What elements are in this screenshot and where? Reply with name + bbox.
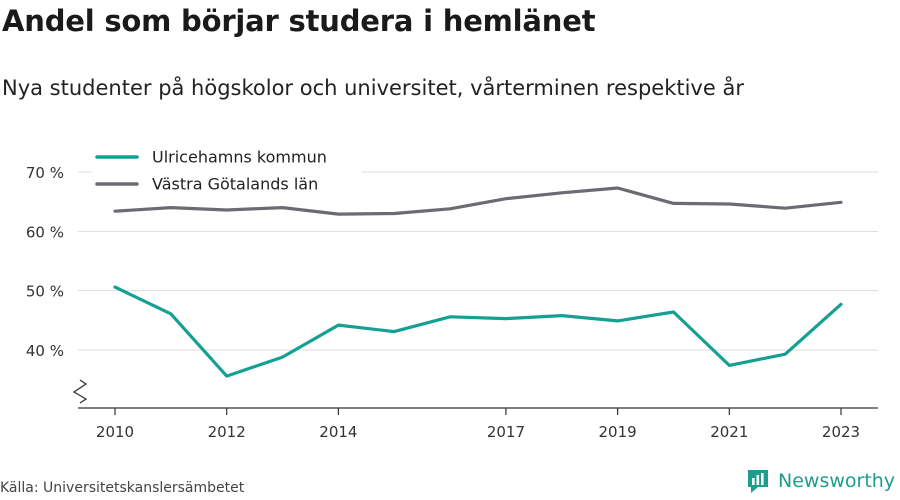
- legend-label-ulricehamn: Ulricehamns kommun: [152, 148, 327, 167]
- legend-background: [92, 142, 362, 198]
- chart-title: Andel som börjar studera i hemlänet: [2, 4, 596, 38]
- y-tick-label-70: 70 %: [26, 164, 64, 182]
- x-tick-label-2019: 2019: [599, 423, 637, 441]
- series-line-ulricehamn: [113, 285, 843, 378]
- x-tick-label-2023: 2023: [822, 423, 860, 441]
- x-tick-label-2014: 2014: [319, 423, 357, 441]
- source-note: Källa: Universitetskanslersämbetet: [0, 480, 245, 496]
- series-line-vastra-gotaland: [113, 186, 843, 216]
- y-tick-label-60: 60 %: [26, 223, 64, 241]
- x-tick-label-2012: 2012: [208, 423, 246, 441]
- y-tick-label-40: 40 %: [26, 342, 64, 360]
- x-tick-label-2010: 2010: [96, 423, 134, 441]
- y-axis-break-icon: [72, 379, 88, 404]
- line-chart: 40 % 50 % 60 % 70 % 2010 2012 2014 2017 2019 2021…: [25, 142, 878, 441]
- y-tick-label-50: 50 %: [26, 283, 64, 301]
- legend-label-vastra-gotaland: Västra Götalands län: [152, 175, 318, 194]
- newsworthy-logo-icon: [748, 470, 768, 493]
- x-tick-label-2017: 2017: [487, 423, 525, 441]
- newsworthy-logo-text: Newsworthy: [778, 470, 896, 492]
- newsworthy-logo: Newsworthy: [746, 468, 895, 494]
- chart-subtitle: Nya studenter på högskolor och universit…: [2, 76, 744, 100]
- x-tick-label-2021: 2021: [710, 423, 748, 441]
